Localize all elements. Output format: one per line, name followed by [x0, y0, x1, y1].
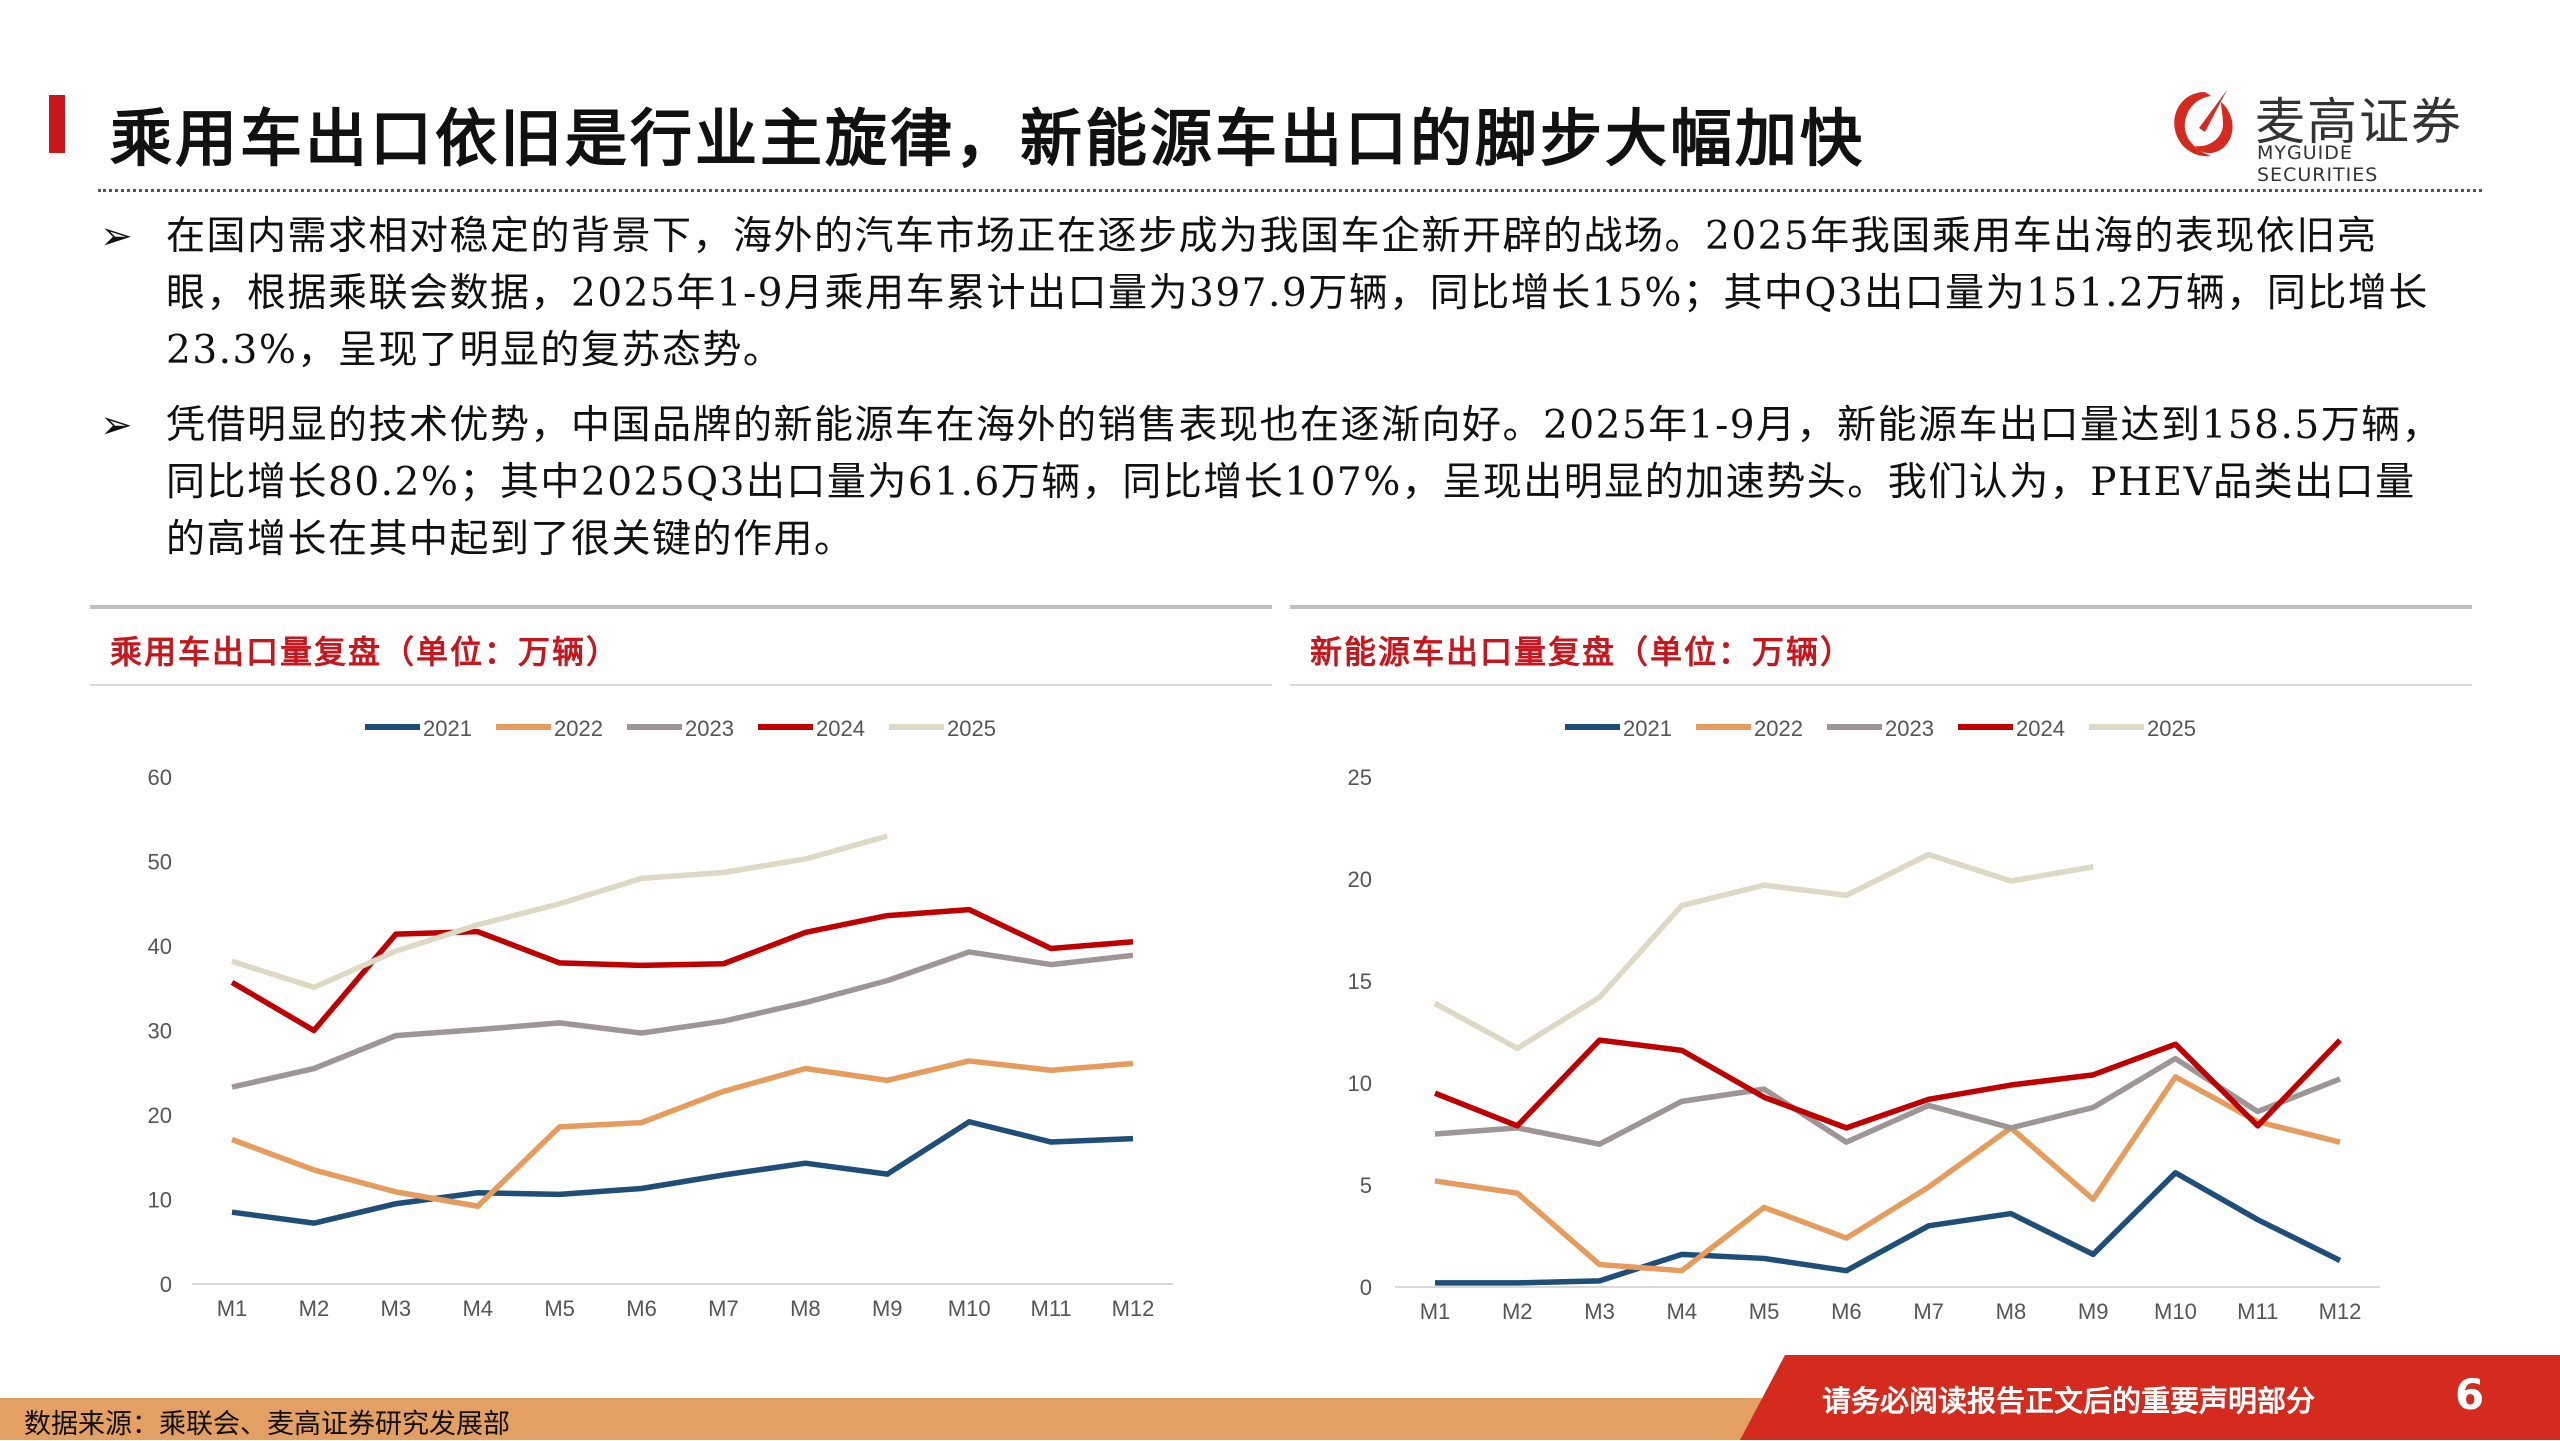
legend-label: 2025 [2147, 716, 2196, 741]
header-divider [98, 189, 2482, 192]
bullet-list: ➢ 在国内需求相对稳定的背景下，海外的汽车市场正在逐步成为我国车企新开辟的战场。2… [100, 208, 2450, 586]
x-tick-label: M9 [872, 1296, 903, 1321]
y-tick-label: 20 [1348, 867, 1372, 892]
chart-panel-passenger-exports: 乘用车出口量复盘（单位：万辆） 2021 2022 2023 2024 2025 0 10 2… [90, 605, 1272, 1325]
x-tick-label: M8 [1996, 1299, 2027, 1324]
y-tick-label: 20 [148, 1103, 172, 1128]
x-tick-label: M12 [2319, 1299, 2362, 1324]
series-line-2021 [1435, 1170, 2342, 1286]
logo-name-en: MYGUIDE SECURITIES [2257, 142, 2379, 186]
x-tick-label: M2 [299, 1296, 330, 1321]
y-tick-label: 30 [148, 1019, 172, 1044]
y-tick-label: 0 [160, 1272, 172, 1297]
x-tick-label: M1 [217, 1296, 248, 1321]
bullet-item: ➢ 在国内需求相对稳定的背景下，海外的汽车市场正在逐步成为我国车企新开辟的战场。2… [100, 208, 2450, 379]
chart-title: 新能源车出口量复盘（单位：万辆） [1310, 633, 1855, 671]
y-tick-label: 10 [148, 1188, 172, 1213]
series-line-2023 [1434, 1055, 2342, 1147]
x-tick-label: M10 [2154, 1299, 2197, 1324]
page-title: 乘用车出口依旧是行业主旋律，新能源车出口的脚步大幅加快 [110, 102, 1866, 175]
series-line-2024 [230, 906, 1134, 1034]
disclaimer-notice: 请务必阅读报告正文后的重要声明部分 [1822, 1384, 2316, 1418]
logo-emblem-icon [2174, 90, 2233, 157]
page-number: 6 [2455, 1370, 2485, 1419]
bullet-item: ➢ 凭借明显的技术优势，中国品牌的新能源车在海外的销售表现也在逐渐向好。2025年… [100, 397, 2450, 568]
x-tick-label: M4 [1667, 1299, 1698, 1324]
line-chart: 2021 2022 2023 2024 2025 0 10 20 30 40 50 60 M1 M2 M3 M… [148, 716, 1173, 1321]
legend-label: 2021 [423, 716, 472, 741]
x-tick-label: M8 [790, 1296, 821, 1321]
x-tick-label: M10 [948, 1296, 991, 1321]
x-tick-label: M6 [1831, 1299, 1862, 1324]
x-tick-label: M3 [1584, 1299, 1615, 1324]
x-tick-label: M6 [626, 1296, 657, 1321]
bullet-text: 凭借明显的技术优势，中国品牌的新能源车在海外的销售表现也在逐渐向好。2025年1… [166, 403, 2443, 562]
series-line-2022 [231, 1058, 1134, 1210]
series-line-2021 [231, 1119, 1134, 1226]
data-source: 数据来源：乘联会、麦高证券研究发展部 [24, 1409, 510, 1440]
footer-notice-block [1740, 1355, 2560, 1440]
legend-label: 2021 [1623, 716, 1672, 741]
chart-title: 乘用车出口量复盘（单位：万辆） [110, 633, 621, 671]
legend-label: 2024 [2016, 716, 2065, 741]
y-tick-label: 60 [148, 765, 172, 790]
y-tick-label: 0 [1360, 1275, 1372, 1300]
company-logo: 麦高证券 MYGUIDE SECURITIES [2165, 82, 2465, 186]
legend-label: 2023 [1885, 716, 1934, 741]
series-line-2024 [1433, 1037, 2342, 1131]
x-tick-label: M11 [1031, 1296, 1072, 1321]
bullet-text: 在国内需求相对稳定的背景下，海外的汽车市场正在逐步成为我国车企新开辟的战场。20… [166, 214, 2429, 373]
series-line-2025 [1433, 851, 2094, 1052]
y-tick-label: 40 [148, 934, 172, 959]
x-tick-label: M1 [1420, 1299, 1451, 1324]
legend-label: 2022 [554, 716, 603, 741]
y-tick-label: 25 [1348, 765, 1372, 790]
x-tick-label: M5 [1749, 1299, 1780, 1324]
arrow-bullet-icon: ➢ [100, 403, 135, 448]
x-tick-label: M4 [462, 1296, 493, 1321]
x-tick-label: M7 [1913, 1299, 1944, 1324]
chart-panel-nev-exports: 新能源车出口量复盘（单位：万辆） 2021 2022 2023 2024 2025 0 5 1… [1290, 605, 2472, 1325]
y-tick-label: 15 [1348, 969, 1372, 994]
x-tick-label: M11 [2237, 1299, 2278, 1324]
legend-label: 2025 [947, 716, 996, 741]
y-tick-label: 10 [1348, 1071, 1372, 1096]
x-tick-label: M12 [1112, 1296, 1155, 1321]
logo-name-cn: 麦高证券 [2255, 93, 2463, 151]
x-tick-label: M3 [381, 1296, 412, 1321]
x-tick-label: M7 [708, 1296, 739, 1321]
series-line-2025 [231, 833, 889, 991]
x-tick-label: M2 [1502, 1299, 1533, 1324]
y-tick-label: 5 [1360, 1173, 1372, 1198]
arrow-bullet-icon: ➢ [100, 214, 135, 259]
y-tick-label: 50 [148, 850, 172, 875]
series-line-2023 [231, 949, 1134, 1090]
x-tick-label: M5 [544, 1296, 575, 1321]
legend-label: 2023 [685, 716, 734, 741]
series-line-2022 [1434, 1074, 2341, 1274]
legend-label: 2022 [1754, 716, 1803, 741]
legend-label: 2024 [816, 716, 865, 741]
title-accent-bar [49, 95, 65, 153]
x-tick-label: M9 [2078, 1299, 2109, 1324]
